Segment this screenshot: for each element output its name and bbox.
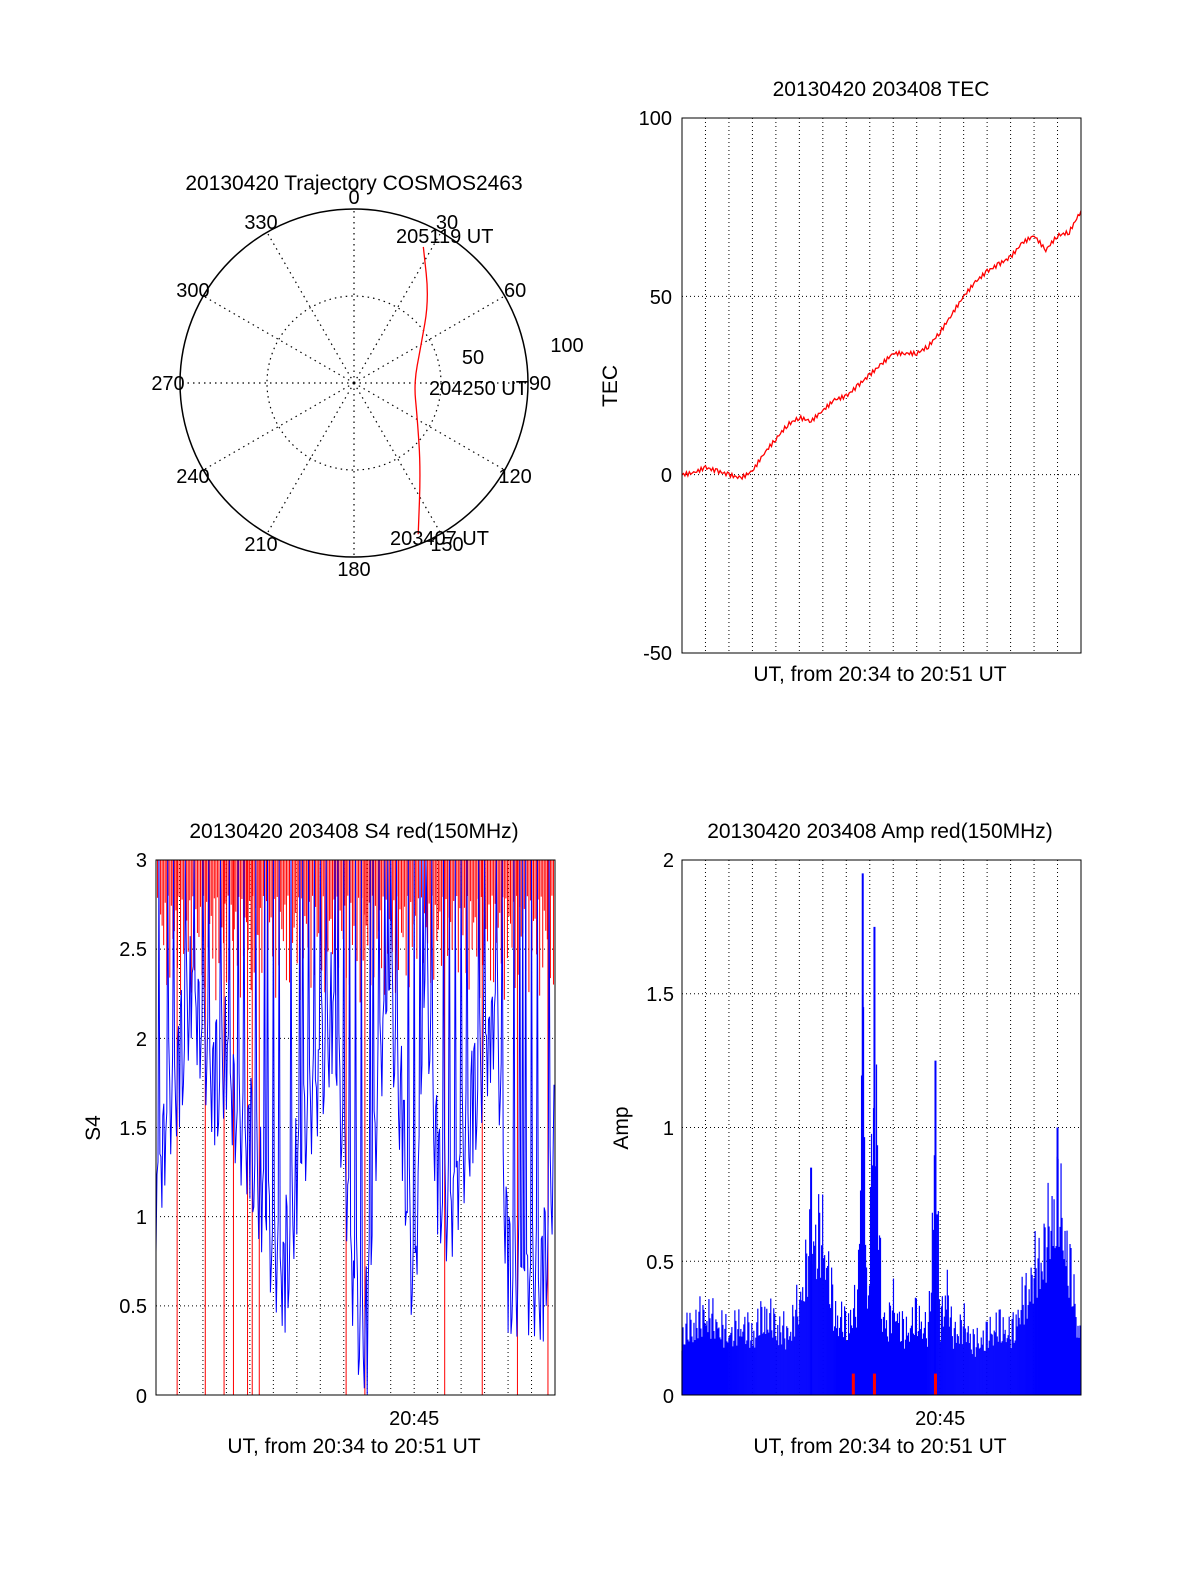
tec-ytick-neg50: -50 [643,643,672,665]
radius-label-100: 100 [550,335,583,357]
polar-angle-label-120: 120 [498,466,531,488]
polar-spoke-7 [266,382,355,534]
s4-title: 20130420 203408 S4 red(150MHz) [189,820,518,843]
polar-angle-label-330: 330 [244,212,277,234]
tec-grid [682,118,1081,653]
amp-ytick-0: 0 [663,1386,674,1408]
polar-angle-label-270: 270 [151,373,184,395]
s4-ytick-2-5: 2.5 [119,939,147,961]
amp-panel: 20130420 203408 Amp red(150MHz) 2 1.5 1 … [610,820,1082,1458]
s4-ylabel: S4 [82,1115,105,1141]
polar-spoke-1 [353,232,442,384]
tec-ytick-100: 100 [639,108,672,130]
tec-series-line [681,210,1082,481]
s4-ytick-0: 0 [136,1386,147,1408]
polar-ring-0 [266,295,442,471]
trajectory-end-label: 205119 UT [396,226,493,248]
polar-grid [180,209,528,557]
radius-label-50: 50 [462,347,484,369]
tec-ytick-50: 50 [650,287,672,309]
amp-blue-series [681,873,1081,1395]
polar-angle-label-0: 0 [348,187,359,209]
polar-spoke-5 [353,382,442,534]
amp-ytick-1: 1 [663,1118,674,1140]
polar-spoke-4 [353,382,505,471]
polar-angle-label-60: 60 [504,280,526,302]
s4-ytick-1: 1 [136,1207,147,1229]
trajectory-mid-label: 204250 UT [429,378,528,400]
trajectory-line [414,246,428,535]
tec-axes-frame [681,117,1082,654]
polar-spoke-11 [266,232,355,384]
s4-blue-series [155,859,555,1396]
polar-outer-circle [179,208,529,558]
polar-angle-label-240: 240 [176,466,209,488]
polar-spoke-10 [203,295,355,384]
s4-ytick-1-5: 1.5 [119,1118,147,1140]
polar-angle-label-180: 180 [337,559,370,581]
tec-panel: 20130420 203408 TEC 100 50 0 -50 TEC UT,… [599,78,1082,686]
polar-angle-labels: 0 30 60 90 120 150 180 210 240 270 300 330 [151,187,551,581]
amp-ytick-1-5: 1.5 [646,984,674,1006]
tec-ytick-0: 0 [661,465,672,487]
s4-panel: 20130420 203408 S4 red(150MHz) 3 2.5 2 1… [82,820,556,1458]
polar-spoke-2 [353,295,505,384]
tec-title: 20130420 203408 TEC [773,78,990,101]
amp-ylabel: Amp [610,1106,633,1149]
tec-xlabel: UT, from 20:34 to 20:51 UT [753,663,1006,686]
trajectory-start-label: 203407 UT [390,528,489,550]
polar-angle-label-150: 150 [430,534,463,556]
amp-ytick-2: 2 [663,850,674,872]
tec-ylabel: TEC [599,365,622,407]
trajectory-title: 20130420 Trajectory COSMOS2463 [185,172,522,195]
amp-xlabel: UT, from 20:34 to 20:51 UT [753,1435,1006,1458]
amp-ytick-0-5: 0.5 [646,1252,674,1274]
amp-axes-frame [681,859,1082,1396]
polar-angle-label-90: 90 [529,373,551,395]
polar-angle-label-300: 300 [176,280,209,302]
s4-ytick-0-5: 0.5 [119,1296,147,1318]
amp-xtick-2045: 20:45 [915,1408,965,1430]
s4-axes-frame [155,859,556,1396]
amp-title: 20130420 203408 Amp red(150MHz) [707,820,1053,843]
polar-angle-label-210: 210 [244,534,277,556]
s4-xlabel: UT, from 20:34 to 20:51 UT [227,1435,480,1458]
trajectory-panel: 20130420 Trajectory COSMOS2463 0 30 60 90 12… [151,172,583,581]
polar-angle-label-30: 30 [436,212,458,234]
s4-ytick-3: 3 [136,850,147,872]
amp-grid [682,860,1081,1395]
s4-ytick-2: 2 [136,1029,147,1051]
polar-spoke-8 [203,382,355,471]
amp-red-series [851,1373,937,1395]
s4-xtick-2045: 20:45 [389,1408,439,1430]
